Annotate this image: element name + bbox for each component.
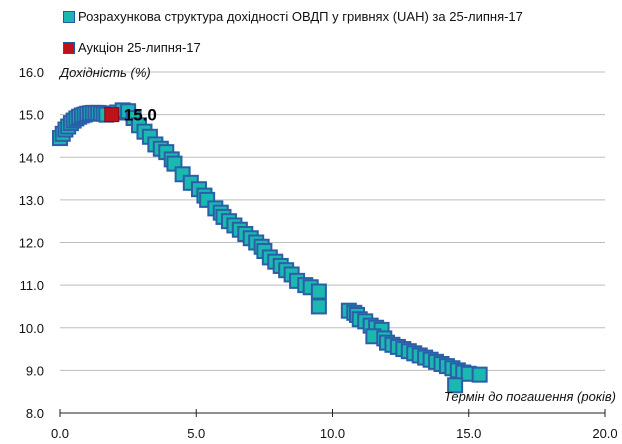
data-point-structure	[471, 366, 488, 383]
legend-swatch-auction	[63, 41, 75, 54]
y-tick-label: 8.0	[26, 406, 44, 421]
y-tick-label: 16.0	[19, 65, 44, 80]
x-tick-label: 20.0	[592, 426, 617, 441]
y-tick-label: 11.0	[20, 278, 44, 293]
y-tick-label: 14.0	[19, 150, 44, 165]
y-tick-label: 12.0	[19, 236, 44, 251]
data-point-auction	[104, 107, 120, 123]
x-tick-label: 15.0	[456, 426, 481, 441]
x-tick-label: 10.0	[320, 426, 345, 441]
y-tick-label: 10.0	[19, 321, 44, 336]
y-tick-label: 15.0	[19, 108, 44, 123]
data-point-structure	[447, 377, 464, 394]
legend-swatch-structure	[63, 10, 75, 23]
axes: 8.0 9.0 10.0 11.0 12.0 13.0 14.0 15.0 16.0 0.0 5.0…	[19, 65, 618, 441]
legend-label-auction: Аукціон 25-липня-17	[78, 40, 201, 55]
y-tick-label: 9.0	[26, 363, 44, 378]
x-tick-label: 0.0	[51, 426, 69, 441]
x-tick-label: 5.0	[187, 426, 205, 441]
data-points: 15.0	[52, 102, 488, 394]
y-axis-title: Дохідність (%)	[58, 65, 151, 80]
auction-data-label: 15.0	[124, 106, 157, 125]
data-point-structure	[310, 298, 327, 315]
gridlines	[60, 71, 605, 371]
legend-label-structure: Розрахункова структура дохідності ОВДП у…	[78, 9, 523, 24]
legend-item-auction: Аукціон 25-липня-17	[63, 40, 201, 55]
data-point-structure	[310, 283, 327, 300]
x-axis-title: Термін до погашення (років)	[444, 389, 616, 404]
legend-item-structure: Розрахункова структура дохідності ОВДП у…	[63, 9, 523, 24]
y-tick-label: 13.0	[19, 193, 44, 208]
